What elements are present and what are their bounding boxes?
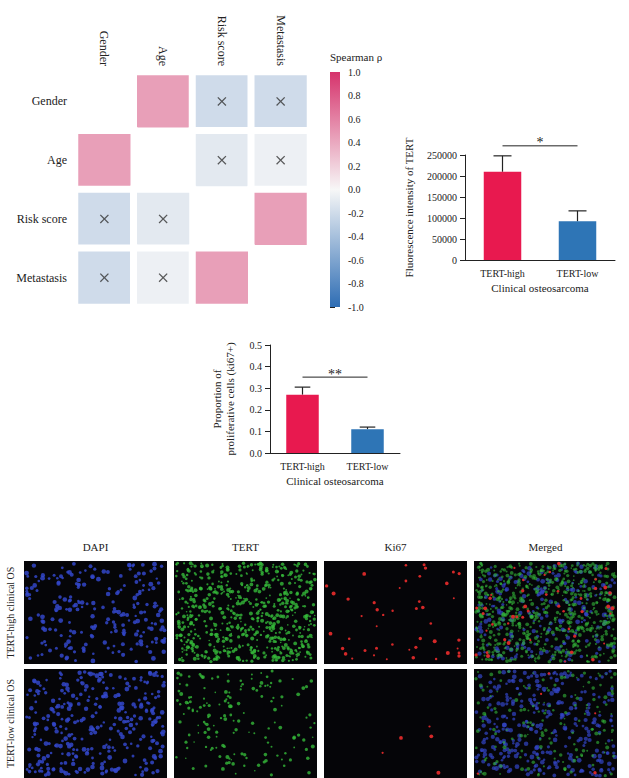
svg-text:0.2: 0.2	[348, 161, 361, 172]
svg-text:Gender: Gender	[97, 31, 111, 66]
svg-text:Metastasis: Metastasis	[274, 15, 288, 66]
svg-text:250000: 250000	[427, 150, 457, 161]
svg-text:0.8: 0.8	[348, 90, 361, 101]
svg-text:Gender: Gender	[32, 94, 67, 108]
svg-text:**: **	[328, 367, 342, 382]
svg-text:proliferative cells (ki67+): proliferative cells (ki67+)	[224, 342, 237, 455]
svg-text:0.0: 0.0	[250, 448, 263, 459]
svg-text:Clinical osteosarcoma: Clinical osteosarcoma	[286, 475, 384, 487]
svg-text:Merged: Merged	[528, 541, 563, 553]
svg-text:TERT-high: TERT-high	[480, 268, 525, 279]
svg-text:Metastasis: Metastasis	[16, 271, 67, 285]
svg-text:150000: 150000	[427, 192, 457, 203]
svg-text:100000: 100000	[427, 213, 457, 224]
svg-text:0.4: 0.4	[348, 137, 361, 148]
svg-text:TERT-low: TERT-low	[347, 461, 390, 472]
svg-text:TERT-high clinical OS: TERT-high clinical OS	[5, 567, 16, 659]
svg-text:200000: 200000	[427, 171, 457, 182]
svg-text:0.6: 0.6	[348, 114, 361, 125]
svg-text:0.3: 0.3	[250, 383, 263, 394]
svg-text:0.2: 0.2	[250, 404, 263, 415]
svg-text:0.5: 0.5	[250, 340, 263, 351]
svg-text:Clinical osteosarcoma: Clinical osteosarcoma	[491, 282, 589, 294]
svg-text:TERT-low clinical OS: TERT-low clinical OS	[5, 679, 16, 768]
svg-text:-0.6: -0.6	[348, 255, 364, 266]
svg-text:0.0: 0.0	[348, 184, 361, 195]
svg-text:Age: Age	[47, 153, 67, 167]
svg-text:-1.0: -1.0	[348, 302, 364, 313]
svg-text:0.1: 0.1	[250, 426, 263, 437]
svg-text:Age: Age	[156, 46, 170, 66]
svg-text:-0.4: -0.4	[348, 231, 364, 242]
svg-text:Ki67: Ki67	[385, 541, 408, 553]
svg-text:0.4: 0.4	[250, 361, 263, 372]
svg-text:-0.2: -0.2	[348, 208, 364, 219]
svg-text:Risk score: Risk score	[17, 212, 67, 226]
svg-text:DAPI: DAPI	[83, 541, 109, 553]
svg-text:TERT-low: TERT-low	[557, 268, 600, 279]
svg-text:TERT-high: TERT-high	[280, 461, 325, 472]
svg-text:1.0: 1.0	[348, 67, 361, 78]
svg-text:50000: 50000	[432, 234, 457, 245]
svg-text:Spearman ρ: Spearman ρ	[330, 51, 383, 63]
svg-text:*: *	[537, 135, 544, 150]
svg-text:TERT: TERT	[232, 541, 259, 553]
svg-text:Fluorescence intensity of TERT: Fluorescence intensity of TERT	[403, 137, 415, 277]
svg-text:0: 0	[452, 255, 457, 266]
svg-text:Risk score: Risk score	[215, 16, 229, 66]
svg-text:Proportion of: Proportion of	[211, 369, 223, 428]
svg-text:-0.8: -0.8	[348, 278, 364, 289]
